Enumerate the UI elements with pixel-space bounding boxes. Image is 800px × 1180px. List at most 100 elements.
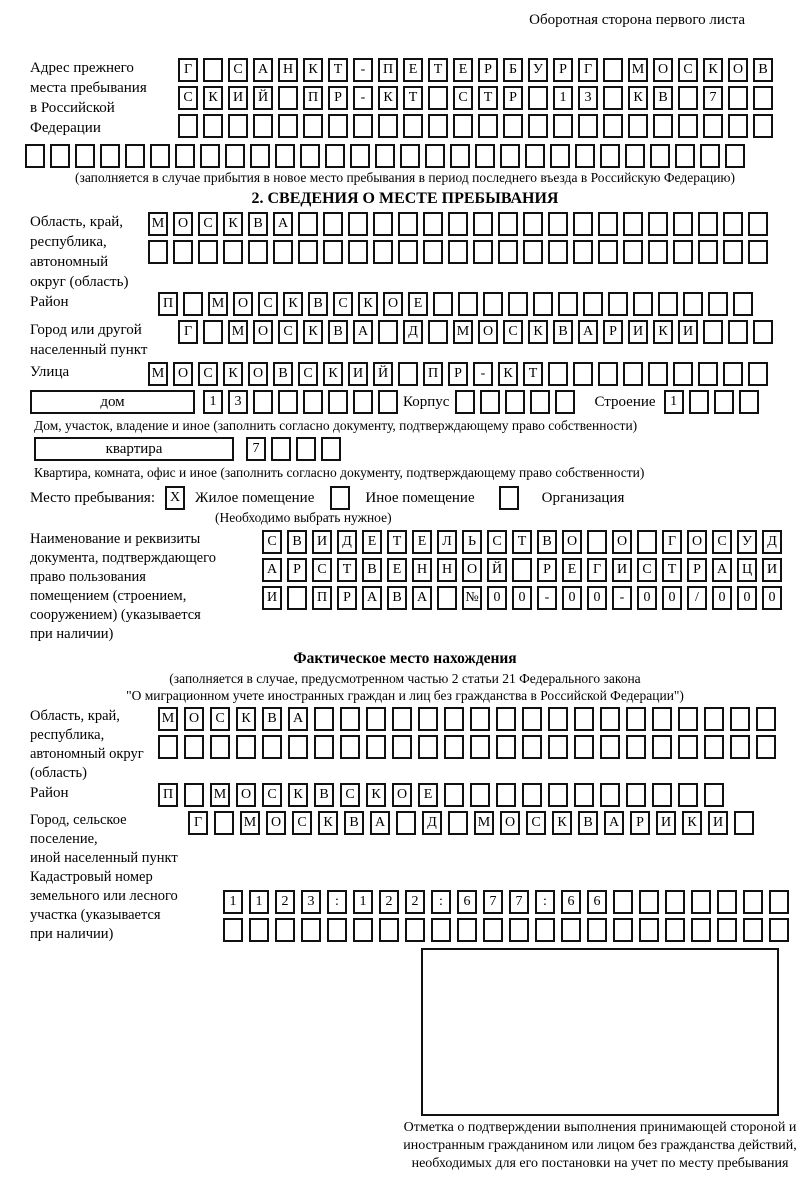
char-cell[interactable]: О: [266, 811, 286, 835]
char-cell[interactable]: [275, 144, 295, 168]
char-cell[interactable]: [738, 390, 759, 414]
char-cell[interactable]: Т: [478, 86, 498, 110]
char-cell[interactable]: К: [283, 292, 303, 316]
char-cell[interactable]: [548, 783, 568, 807]
char-cell[interactable]: [675, 144, 695, 168]
char-cell[interactable]: [175, 144, 195, 168]
char-cell[interactable]: Р: [537, 558, 557, 582]
char-cell[interactable]: [423, 240, 443, 264]
char-cell[interactable]: [723, 212, 743, 236]
char-cell[interactable]: [183, 292, 203, 316]
char-cell[interactable]: К: [318, 811, 338, 835]
char-cell[interactable]: Р: [448, 362, 468, 386]
char-cell[interactable]: [717, 918, 737, 942]
char-cell[interactable]: [700, 144, 720, 168]
char-cell[interactable]: 7: [703, 86, 723, 110]
char-cell[interactable]: [691, 890, 711, 914]
char-cell[interactable]: [573, 362, 593, 386]
char-cell[interactable]: С: [258, 292, 278, 316]
char-cell[interactable]: К: [223, 362, 243, 386]
char-cell[interactable]: 1: [353, 890, 373, 914]
char-cell[interactable]: [673, 362, 693, 386]
char-cell[interactable]: [653, 114, 673, 138]
char-cell[interactable]: [448, 240, 468, 264]
char-cell[interactable]: К: [203, 86, 223, 110]
char-cell[interactable]: 6: [587, 890, 607, 914]
char-cell[interactable]: [525, 144, 545, 168]
char-cell[interactable]: [648, 240, 668, 264]
char-cell[interactable]: [158, 735, 178, 759]
char-cell[interactable]: [753, 320, 773, 344]
char-cell[interactable]: [573, 212, 593, 236]
char-cell[interactable]: [648, 362, 668, 386]
char-cell[interactable]: В: [287, 530, 307, 554]
char-cell[interactable]: [756, 707, 776, 731]
char-cell[interactable]: М: [474, 811, 494, 835]
char-cell[interactable]: [548, 240, 568, 264]
char-cell[interactable]: [678, 783, 698, 807]
char-cell[interactable]: 0: [587, 586, 607, 610]
char-cell[interactable]: Р: [328, 86, 348, 110]
char-cell[interactable]: [353, 114, 373, 138]
char-cell[interactable]: [428, 114, 448, 138]
char-cell[interactable]: [678, 86, 698, 110]
char-cell[interactable]: А: [604, 811, 624, 835]
char-cell[interactable]: Б: [503, 58, 523, 82]
char-cell[interactable]: [528, 114, 548, 138]
char-cell[interactable]: [250, 144, 270, 168]
char-cell[interactable]: 1: [203, 390, 223, 414]
char-cell[interactable]: [348, 240, 368, 264]
char-cell[interactable]: 1: [223, 890, 243, 914]
char-cell[interactable]: [522, 735, 542, 759]
char-cell[interactable]: О: [653, 58, 673, 82]
char-cell[interactable]: [658, 292, 678, 316]
char-cell[interactable]: [303, 390, 323, 414]
char-cell[interactable]: 0: [637, 586, 657, 610]
char-cell[interactable]: П: [303, 86, 323, 110]
char-cell[interactable]: Е: [418, 783, 438, 807]
char-cell[interactable]: [748, 240, 768, 264]
char-cell[interactable]: В: [262, 707, 282, 731]
char-cell[interactable]: Т: [428, 58, 448, 82]
char-cell[interactable]: Й: [253, 86, 273, 110]
char-cell[interactable]: 0: [487, 586, 507, 610]
char-cell[interactable]: [271, 437, 291, 461]
char-cell[interactable]: 0: [512, 586, 532, 610]
char-cell[interactable]: [458, 292, 478, 316]
char-cell[interactable]: С: [678, 58, 698, 82]
char-cell[interactable]: Д: [337, 530, 357, 554]
char-cell[interactable]: [628, 114, 648, 138]
char-cell[interactable]: [444, 783, 464, 807]
char-cell[interactable]: Р: [337, 586, 357, 610]
char-cell[interactable]: [626, 735, 646, 759]
char-cell[interactable]: -: [353, 58, 373, 82]
char-cell[interactable]: К: [528, 320, 548, 344]
char-cell[interactable]: Й: [373, 362, 393, 386]
char-cell[interactable]: [173, 240, 193, 264]
char-cell[interactable]: [300, 144, 320, 168]
char-cell[interactable]: 7: [246, 437, 266, 461]
char-cell[interactable]: [603, 58, 623, 82]
char-cell[interactable]: [723, 240, 743, 264]
char-cell[interactable]: 2: [405, 890, 425, 914]
char-cell[interactable]: [733, 292, 753, 316]
char-cell[interactable]: [428, 320, 448, 344]
char-cell[interactable]: [703, 114, 723, 138]
char-cell[interactable]: [523, 212, 543, 236]
char-cell[interactable]: В: [387, 586, 407, 610]
char-cell[interactable]: [505, 390, 526, 414]
char-cell[interactable]: 1: [249, 890, 269, 914]
char-cell[interactable]: К: [303, 58, 323, 82]
char-cell[interactable]: [353, 390, 373, 414]
char-cell[interactable]: [366, 707, 386, 731]
char-cell[interactable]: К: [498, 362, 518, 386]
char-cell[interactable]: Г: [178, 320, 198, 344]
char-cell[interactable]: Г: [587, 558, 607, 582]
char-cell[interactable]: [717, 890, 737, 914]
char-cell[interactable]: 1: [553, 86, 573, 110]
char-cell[interactable]: -: [612, 586, 632, 610]
char-cell[interactable]: С: [503, 320, 523, 344]
char-cell[interactable]: О: [253, 320, 273, 344]
char-cell[interactable]: [598, 212, 618, 236]
char-cell[interactable]: О: [500, 811, 520, 835]
